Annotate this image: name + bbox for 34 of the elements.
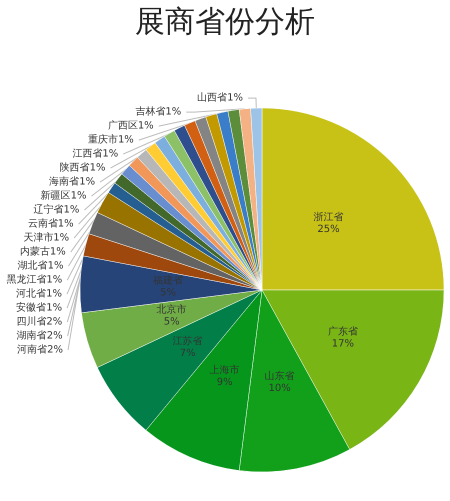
slice-label: 江苏省 bbox=[172, 335, 203, 348]
slice-label: 天津市1% bbox=[23, 232, 70, 244]
slice-label: 北京市 bbox=[156, 304, 187, 316]
slice-label: 内蒙古1% bbox=[20, 246, 66, 258]
slice-label: 重庆市1% bbox=[88, 134, 134, 146]
slice-label: 福建省 bbox=[153, 274, 184, 287]
data-label: 5% bbox=[160, 288, 176, 299]
slice-label: 吉林省1% bbox=[135, 106, 182, 118]
slice-label: 江西省1% bbox=[72, 148, 118, 160]
data-label: 10% bbox=[268, 382, 291, 394]
slice-label: 安徽省1% bbox=[16, 302, 62, 314]
data-label: 25% bbox=[317, 224, 340, 236]
slice-label: 黑龙江省1% bbox=[6, 274, 62, 286]
slice-label: 湖北省1% bbox=[18, 260, 64, 272]
slice-label: 上海市 bbox=[210, 364, 240, 376]
slice-label: 河南省2% bbox=[17, 344, 64, 356]
data-label: 9% bbox=[216, 376, 233, 388]
slice-label: 辽宁省1% bbox=[34, 204, 80, 216]
slice-label: 山东省 bbox=[264, 370, 295, 382]
slice-label: 海南省1% bbox=[49, 176, 96, 188]
slice-label: 浙江省 bbox=[313, 211, 344, 224]
slice-label: 四川省2% bbox=[16, 316, 62, 328]
slice-label: 湖南省2% bbox=[16, 330, 63, 342]
slice-label: 河北省1% bbox=[16, 288, 62, 300]
slice-label: 陕西省1% bbox=[60, 162, 106, 174]
data-label: 7% bbox=[180, 348, 196, 360]
slice-label: 广东省 bbox=[328, 325, 358, 338]
slice-label: 山西省1% bbox=[197, 92, 243, 104]
slice-label: 广西区1% bbox=[108, 120, 154, 132]
data-label: 17% bbox=[332, 338, 354, 350]
slice-label: 云南省1% bbox=[28, 218, 74, 230]
slice-label: 新疆区1% bbox=[40, 190, 86, 202]
data-label: 5% bbox=[164, 316, 180, 328]
chart-title: 展商省份分析 bbox=[135, 4, 315, 40]
